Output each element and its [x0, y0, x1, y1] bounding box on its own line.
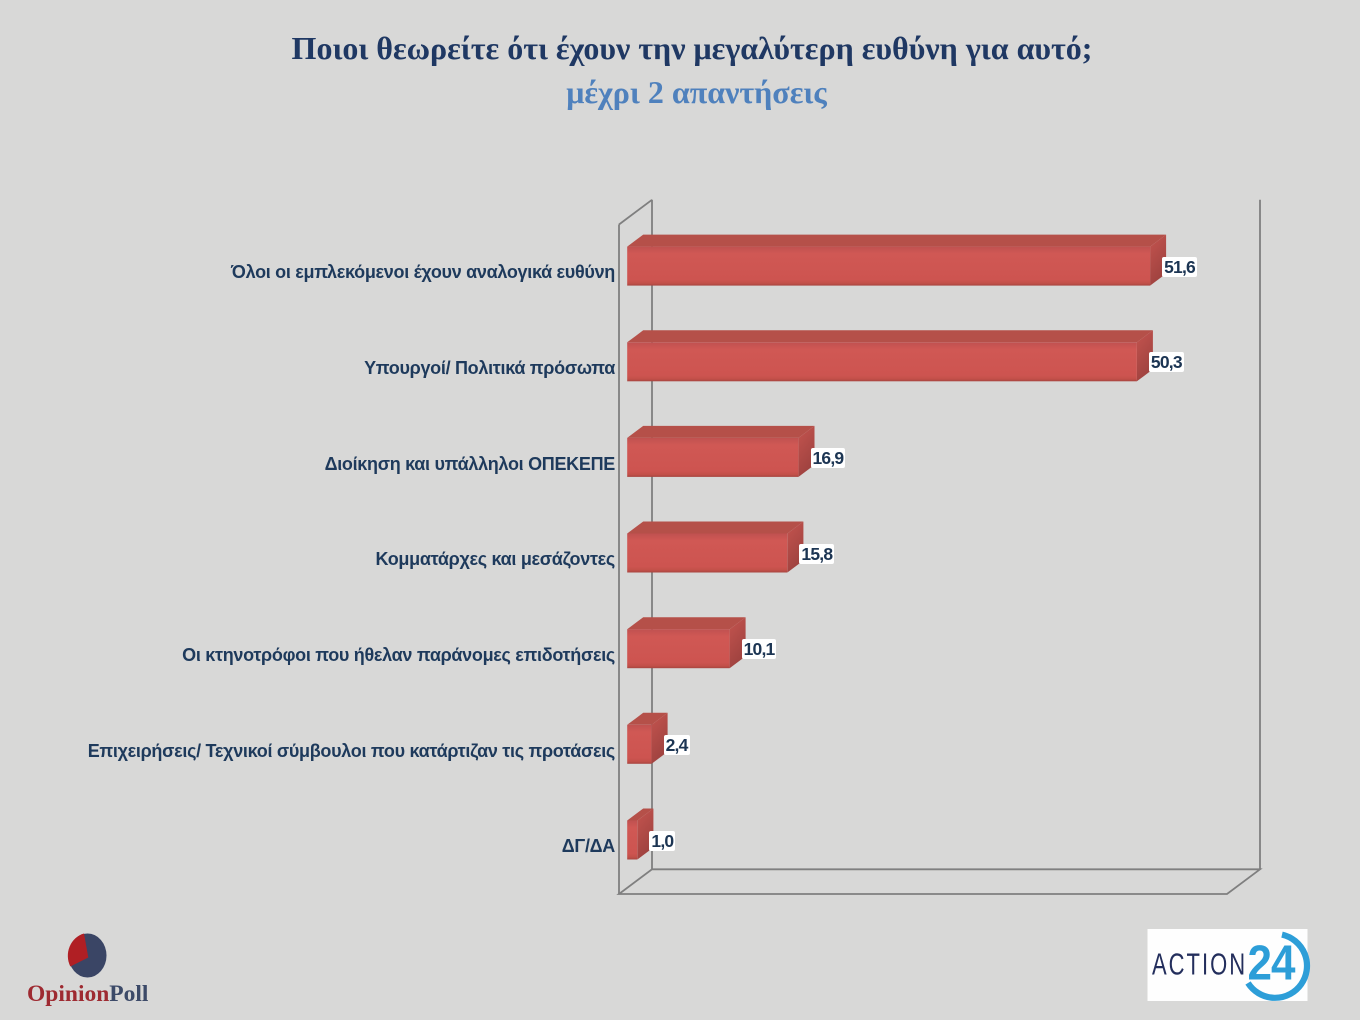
svg-text:24: 24 [1248, 935, 1296, 990]
svg-text:ACTION: ACTION [1152, 947, 1247, 981]
svg-text:OpinionPoll: OpinionPoll [27, 981, 149, 1007]
